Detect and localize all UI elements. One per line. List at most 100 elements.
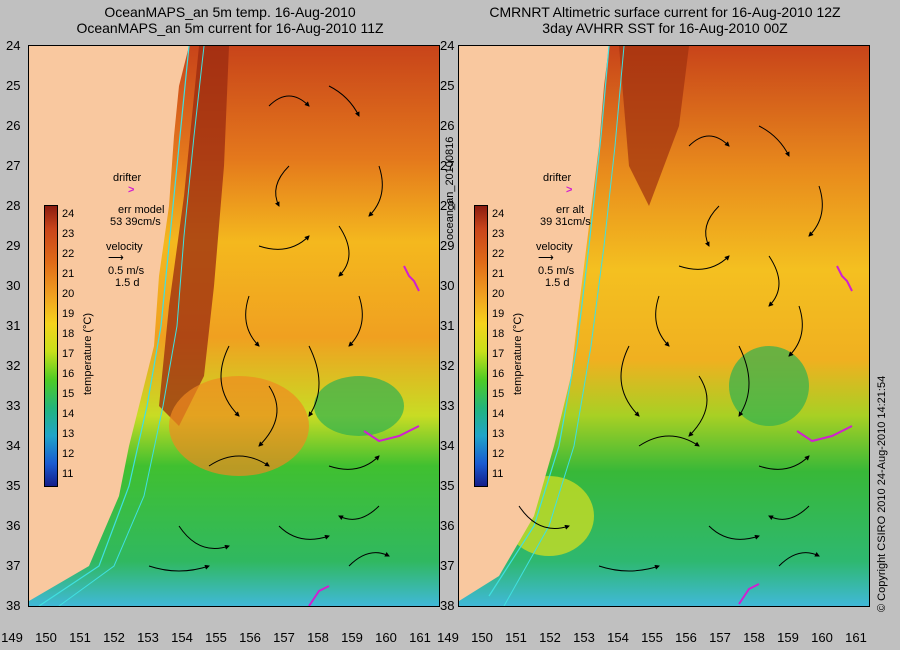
right-title-line1: CMRNRT Altimetric surface current for 16… [489, 4, 841, 20]
lat-tick: 27 [6, 158, 21, 173]
cbar-tick: 11 [62, 468, 74, 480]
cool-eddy [729, 346, 809, 426]
cbar-tick: 16 [62, 368, 75, 380]
lon-tick: 153 [573, 630, 595, 645]
lon-tick: 150 [35, 630, 57, 645]
cbar-tick: 12 [492, 448, 505, 460]
lat-tick: 30 [6, 278, 21, 293]
lat-tick: 37 [6, 558, 21, 573]
cbar-tick: 19 [492, 308, 505, 320]
lon-tick: 158 [743, 630, 765, 645]
lon-tick: 154 [171, 630, 193, 645]
isobath-contour [38, 46, 190, 606]
lon-tick: 160 [811, 630, 833, 645]
left-velocity-label: velocity [106, 241, 143, 253]
cbar-tick: 21 [62, 268, 75, 280]
left-title-line2: OceanMAPS_an 5m current for 16-Aug-2010 … [76, 20, 384, 36]
lon-tick: 160 [375, 630, 397, 645]
right-velocity-scale: 0.5 m/s [538, 265, 575, 277]
cbar-tick: 19 [62, 308, 75, 320]
isobath-contour [58, 46, 205, 606]
lat-tick: 35 [440, 478, 455, 493]
lon-tick: 149 [1, 630, 23, 645]
lon-tick: 155 [205, 630, 227, 645]
lon-tick: 152 [103, 630, 125, 645]
drifter-marker-icon: > [128, 184, 135, 196]
lon-tick: 157 [709, 630, 731, 645]
left-velocity-scale: 0.5 m/s [108, 265, 145, 277]
cbar-tick: 11 [492, 468, 504, 480]
lon-tick: 149 [437, 630, 459, 645]
lat-tick: 28 [6, 198, 21, 213]
cbar-tick: 23 [62, 228, 75, 240]
cbar-tick: 18 [62, 328, 75, 340]
cbar-tick: 15 [62, 388, 75, 400]
velocity-arrows [148, 85, 390, 572]
lat-tick: 27 [440, 158, 455, 173]
velocity-arrows [518, 125, 823, 572]
velocity-scale-arrow-icon: ⟶ [538, 252, 554, 264]
left-map-panel [28, 45, 440, 607]
left-map-svg [29, 46, 439, 606]
lat-tick: 24 [440, 38, 455, 53]
cool-eddy [314, 376, 404, 436]
lat-tick: 31 [6, 318, 21, 333]
lat-tick: 34 [440, 438, 455, 453]
lon-tick: 157 [273, 630, 295, 645]
lat-tick: 29 [6, 238, 21, 253]
cbar-tick: 12 [62, 448, 75, 460]
lon-tick: 152 [539, 630, 561, 645]
cbar-tick: 22 [492, 248, 505, 260]
left-velocity-days: 1.5 d [115, 277, 140, 289]
drifter-track [403, 265, 420, 292]
cbar-tick: 17 [492, 348, 505, 360]
right-drifter-label: drifter [543, 172, 572, 184]
drifter-marker-icon: > [566, 184, 573, 196]
cbar-tick: 24 [62, 208, 75, 220]
right-map-panel [458, 45, 870, 607]
lat-tick: 32 [440, 358, 455, 373]
right-colorbar [474, 205, 488, 487]
left-panel-title: OceanMAPS_an 5m temp. 16-Aug-2010 OceanM… [30, 4, 430, 36]
lat-tick: 26 [6, 118, 21, 133]
lat-tick: 32 [6, 358, 21, 373]
lat-tick: 30 [440, 278, 455, 293]
lon-tick: 154 [607, 630, 629, 645]
cbar-tick: 17 [62, 348, 75, 360]
cbar-tick: 16 [492, 368, 505, 380]
cbar-tick: 15 [492, 388, 505, 400]
left-drifter-label: drifter [113, 172, 142, 184]
lat-tick: 36 [6, 518, 21, 533]
land-mass [459, 46, 609, 601]
lat-tick: 38 [6, 598, 21, 613]
drifter-track [363, 425, 420, 443]
run-id-label: ocean_an_20100816 [444, 136, 456, 240]
warm-current-core [619, 46, 689, 206]
lat-tick: 36 [440, 518, 455, 533]
drifter-track [796, 425, 853, 443]
lat-tick: 33 [440, 398, 455, 413]
cbar-tick: 20 [62, 288, 75, 300]
lat-tick: 34 [6, 438, 21, 453]
lat-tick: 29 [440, 238, 455, 253]
lat-tick: 37 [440, 558, 455, 573]
cbar-tick: 24 [492, 208, 505, 220]
velocity-scale-arrow-icon: ⟶ [108, 252, 124, 264]
lon-tick: 150 [471, 630, 493, 645]
lon-tick: 153 [137, 630, 159, 645]
lon-tick: 156 [675, 630, 697, 645]
isobath-contour [488, 46, 610, 597]
lon-tick: 151 [69, 630, 91, 645]
lat-tick: 25 [440, 78, 455, 93]
cbar-tick: 14 [492, 408, 505, 420]
right-err-label: err alt [556, 204, 585, 216]
left-title-line1: OceanMAPS_an 5m temp. 16-Aug-2010 [104, 4, 356, 20]
cbar-tick: 18 [492, 328, 505, 340]
left-err-label: err model [118, 204, 165, 216]
lat-tick: 31 [440, 318, 455, 333]
lat-tick: 28 [440, 198, 455, 213]
drifter-track [836, 265, 853, 292]
cbar-tick: 20 [492, 288, 505, 300]
cbar-tick: 23 [492, 228, 505, 240]
cbar-tick: 13 [62, 428, 75, 440]
